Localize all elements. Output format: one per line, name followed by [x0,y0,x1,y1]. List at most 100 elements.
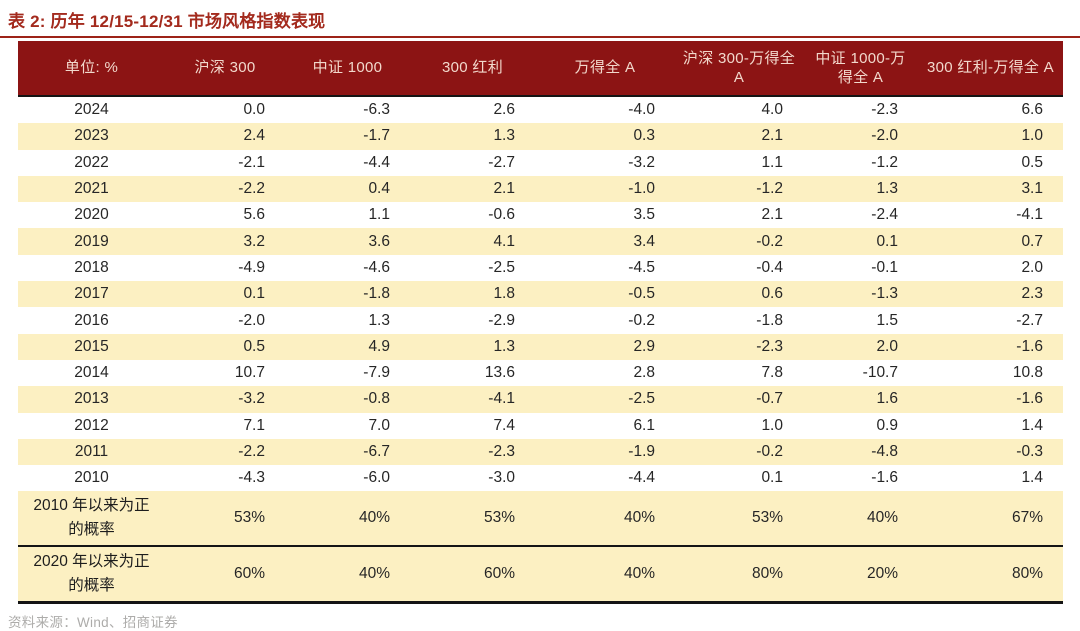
value-cell: -6.3 [363,101,390,119]
year-cell: 2011 [74,443,109,460]
table-row: 2013 -3.2 -0.8 -4.1 -2.5 -0.7 1.6 -1.6 [18,386,1063,413]
report-table-figure: 表 2: 历年 12/15-12/31 市场风格指数表现 单位: % 沪深 300… [0,12,1080,630]
value-cell: 1.3 [876,180,898,198]
value-cell: 1.3 [493,127,515,145]
column-header-0: 单位: % [18,41,165,96]
value-cell: -0.2 [756,443,783,460]
value-cell: 3.1 [1021,180,1043,198]
value-cell: 80% [751,565,783,583]
value-cell: 6.1 [633,416,655,434]
table-row: 2020 5.6 1.1 -0.6 3.5 2.1 -2.4 -4.1 [18,202,1063,228]
value-cell: -2.5 [488,258,515,276]
value-cell: 1.0 [761,416,783,434]
value-cell: 40% [623,509,655,527]
table-row: 2014 10.7 -7.9 13.6 2.8 7.8 -10.7 10.8 [18,360,1063,386]
value-cell: 0.1 [243,285,265,303]
value-cell: -0.4 [756,258,783,276]
value-cell: 7.0 [368,416,390,434]
table-body: 2024 0.0 -6.3 2.6 -4.0 4.0 -2.3 6.6 2023 2.4 -1.7 1… [18,96,1063,603]
year-cell: 2015 [74,337,109,355]
value-cell: 3.4 [633,232,655,250]
value-cell: 1.1 [368,206,390,224]
value-cell: 60% [233,565,265,583]
year-cell: 2016 [74,311,109,329]
table-row: 2019 3.2 3.6 4.1 3.4 -0.2 0.1 0.7 [18,228,1063,255]
value-cell: -2.0 [871,127,898,145]
value-cell: -1.9 [628,443,655,460]
value-cell: -2.2 [238,443,265,460]
value-cell: -0.7 [756,390,783,408]
column-header-4: 万得全 A [535,41,675,96]
value-cell: -4.9 [238,258,265,276]
value-cell: -4.6 [363,258,390,276]
value-cell: 0.0 [243,101,265,119]
column-header-5: 沪深 300-万得全 A [675,41,803,96]
year-cell: 2012 [74,416,109,434]
table-row: 2016 -2.0 1.3 -2.9 -0.2 -1.8 1.5 -2.7 [18,307,1063,333]
value-cell: -4.4 [628,469,655,487]
value-cell: -2.7 [488,153,515,171]
summary-label: 2010 年以来为正的概率 [33,497,150,539]
source-note: 资料来源：Wind、招商证券 [8,615,178,631]
value-cell: 53% [233,509,265,527]
value-cell: 0.1 [876,232,898,250]
value-cell: 40% [358,565,390,583]
year-cell: 2020 [74,206,109,224]
value-cell: 4.1 [493,232,515,250]
value-cell: -4.1 [1016,206,1043,224]
table-header: 单位: % 沪深 300 中证 1000 300 红利 万得全 A 沪深 300-万得全 … [18,41,1063,96]
column-header-6: 中证 1000-万得全 A [803,41,918,96]
value-cell: 53% [483,509,515,527]
summary-row: 2020 年以来为正的概率 60% 40% 60% 40% 80% 20% 80% [18,546,1063,603]
value-cell: 2.8 [633,364,655,382]
value-cell: 0.5 [1021,153,1043,171]
summary-row: 2010 年以来为正的概率 53% 40% 53% 40% 53% 40% 67% [18,491,1063,547]
value-cell: 2.0 [1021,258,1043,276]
year-cell: 2024 [74,101,109,119]
value-cell: -4.4 [363,153,390,171]
value-cell: 5.6 [243,206,265,224]
value-cell: -4.0 [628,101,655,119]
year-cell: 2017 [74,285,109,303]
value-cell: -1.2 [871,153,898,171]
value-cell: -3.0 [488,469,515,487]
table-row: 2018 -4.9 -4.6 -2.5 -4.5 -0.4 -0.1 2.0 [18,255,1063,281]
year-cell: 2010 [74,469,109,487]
value-cell: -2.4 [871,206,898,224]
value-cell: -1.2 [756,180,783,198]
value-cell: -0.2 [628,311,655,329]
value-cell: 1.6 [876,390,898,408]
value-cell: 60% [483,565,515,583]
value-cell: 40% [866,509,898,527]
value-cell: -0.1 [871,258,898,276]
value-cell: -2.9 [488,311,515,329]
value-cell: 2.1 [761,206,783,224]
table-row: 2017 0.1 -1.8 1.8 -0.5 0.6 -1.3 2.3 [18,281,1063,308]
table-row: 2015 0.5 4.9 1.3 2.9 -2.3 2.0 -1.6 [18,333,1063,360]
table-title: 表 2: 历年 12/15-12/31 市场风格指数表现 [8,12,326,31]
table-row: 2010 -4.3 -6.0 -3.0 -4.4 0.1 -1.6 1.4 [18,465,1063,491]
year-cell: 2019 [74,232,109,250]
value-cell: -7.9 [363,364,390,382]
year-cell: 2014 [74,364,109,382]
value-cell: 10.8 [1012,364,1043,382]
value-cell: 1.0 [1021,127,1043,145]
value-cell: -0.2 [756,232,783,250]
year-cell: 2021 [74,180,109,198]
table-row: 2024 0.0 -6.3 2.6 -4.0 4.0 -2.3 6.6 [18,96,1063,123]
value-cell: -3.2 [238,390,265,408]
value-cell: 40% [358,509,390,527]
value-cell: -2.3 [871,101,898,119]
value-cell: 4.9 [368,337,390,355]
year-cell: 2018 [74,258,109,276]
value-cell: 1.5 [876,311,898,329]
value-cell: 1.3 [493,337,515,355]
year-cell: 2022 [74,153,109,171]
year-cell: 2023 [74,127,109,145]
value-cell: -3.2 [628,153,655,171]
value-cell: 2.3 [1021,285,1043,303]
value-cell: 1.4 [1021,416,1043,434]
value-cell: -0.3 [1016,443,1043,460]
value-cell: 1.1 [761,153,783,171]
value-cell: 3.2 [243,232,265,250]
